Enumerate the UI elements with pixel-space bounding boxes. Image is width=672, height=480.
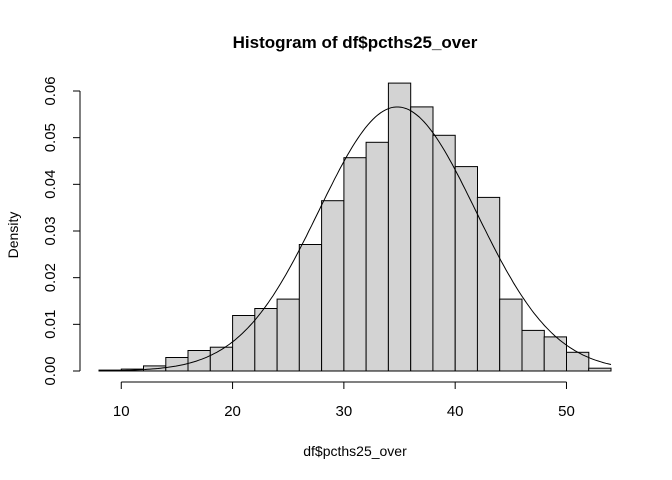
histogram-bar-18 — [499, 298, 523, 372]
histogram-bar-9 — [298, 244, 323, 372]
y-tick-label-1: 0.01 — [42, 310, 59, 339]
y-tick-label-2: 0.02 — [42, 263, 59, 292]
histogram-bar-5 — [209, 346, 234, 372]
histogram-bar-17 — [476, 196, 501, 372]
x-tick-label-2: 30 — [336, 403, 353, 420]
chart-title: Histogram of df$pcths25_over — [233, 33, 478, 52]
normal-density-curve — [99, 106, 612, 372]
y-tick-label-0: 0.00 — [42, 356, 59, 385]
x-tick-label-1: 20 — [224, 403, 241, 420]
y-axis: 0.00 0.01 0.02 0.03 0.04 0.05 0.06 — [42, 76, 81, 386]
x-tick-label-0: 10 — [113, 403, 130, 420]
y-tick-label-5: 0.05 — [42, 123, 59, 152]
histogram-bar-16 — [454, 166, 479, 372]
histogram-bar-10 — [321, 200, 345, 372]
histogram-bar-13 — [387, 82, 412, 372]
histogram-bar-4 — [187, 350, 211, 372]
histogram-bar-8 — [276, 298, 300, 372]
y-axis-label: Density — [5, 212, 21, 259]
histogram-bar-21 — [566, 351, 590, 372]
y-tick-label-3: 0.03 — [42, 216, 59, 245]
histogram-bar-20 — [543, 336, 568, 372]
x-tick-label-4: 50 — [558, 403, 575, 420]
histogram-bar-11 — [343, 157, 367, 372]
x-axis: 10 20 30 40 50 — [113, 381, 575, 420]
bars-group — [98, 82, 612, 372]
histogram-bar-14 — [410, 106, 434, 372]
histogram-bar-15 — [432, 134, 456, 372]
histogram-bar-12 — [365, 141, 389, 372]
y-tick-label-4: 0.04 — [42, 170, 59, 199]
x-axis-label: df$pcths25_over — [303, 443, 407, 459]
x-tick-label-3: 40 — [447, 403, 464, 420]
histogram-bar-22 — [588, 367, 612, 372]
y-tick-label-6: 0.06 — [42, 76, 59, 105]
histogram-bar-7 — [254, 308, 278, 372]
histogram-bar-19 — [521, 329, 545, 372]
